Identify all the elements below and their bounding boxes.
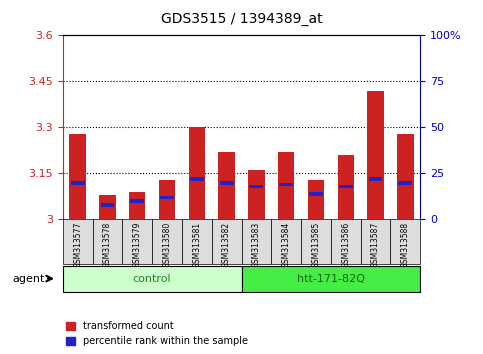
FancyBboxPatch shape [63,219,93,264]
FancyBboxPatch shape [63,266,242,292]
Text: GSM313581: GSM313581 [192,222,201,268]
Text: GDS3515 / 1394389_at: GDS3515 / 1394389_at [161,12,322,27]
Bar [249,184,263,188]
Bar [100,203,114,207]
FancyBboxPatch shape [242,219,271,264]
Text: GSM313588: GSM313588 [401,222,410,268]
Text: agent: agent [12,274,44,284]
Bar [369,177,383,181]
Text: htt-171-82Q: htt-171-82Q [297,274,365,284]
Bar [308,179,324,219]
Text: GSM313580: GSM313580 [163,222,171,268]
Bar [190,177,204,181]
Text: GSM313582: GSM313582 [222,222,231,268]
FancyBboxPatch shape [301,219,331,264]
FancyBboxPatch shape [390,219,420,264]
Text: GSM313584: GSM313584 [282,222,291,268]
FancyBboxPatch shape [331,219,361,264]
FancyBboxPatch shape [271,219,301,264]
Bar [99,195,115,219]
Bar [309,192,323,195]
Bar [130,199,144,203]
Text: GSM313586: GSM313586 [341,222,350,268]
Bar [71,181,85,184]
Bar [218,152,235,219]
FancyBboxPatch shape [212,219,242,264]
Bar [339,184,353,188]
Bar [279,183,293,186]
Bar [338,155,354,219]
FancyBboxPatch shape [152,219,182,264]
Text: GSM313579: GSM313579 [133,222,142,268]
Bar [129,192,145,219]
Bar [160,195,174,199]
FancyBboxPatch shape [361,219,390,264]
FancyBboxPatch shape [242,266,420,292]
Text: GSM313583: GSM313583 [252,222,261,268]
Bar [397,133,413,219]
Bar [368,91,384,219]
Bar [159,179,175,219]
FancyBboxPatch shape [93,219,122,264]
Bar [398,181,412,184]
Bar [248,170,265,219]
FancyBboxPatch shape [182,219,212,264]
Text: GSM313585: GSM313585 [312,222,320,268]
Text: control: control [133,274,171,284]
Bar [70,133,86,219]
Bar [189,127,205,219]
Text: GSM313587: GSM313587 [371,222,380,268]
Legend: transformed count, percentile rank within the sample: transformed count, percentile rank withi… [63,319,251,349]
Bar [278,152,294,219]
Text: GSM313577: GSM313577 [73,222,82,268]
Text: GSM313578: GSM313578 [103,222,112,268]
FancyBboxPatch shape [122,219,152,264]
Bar [220,181,234,184]
